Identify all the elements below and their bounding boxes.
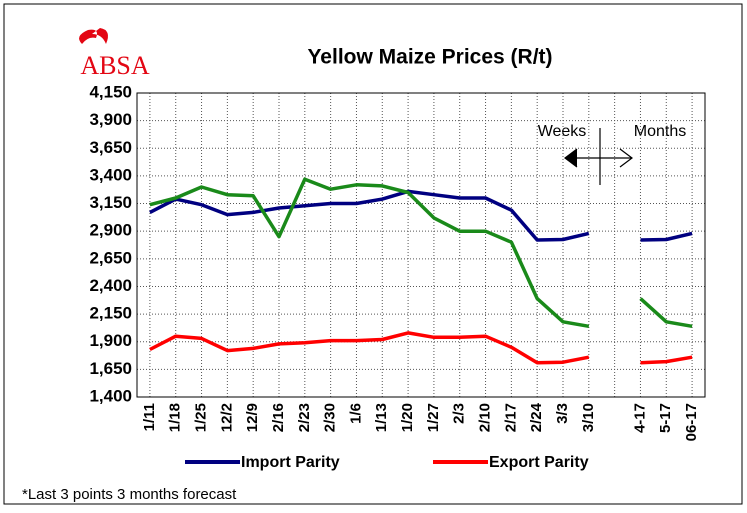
y-tick-label: 2,150: [89, 304, 132, 323]
x-tick-label: 2/10: [477, 403, 494, 432]
legend-label: Import Parity: [241, 454, 340, 471]
x-tick-label: 2/3: [451, 403, 468, 424]
y-tick-label: 2,900: [89, 221, 132, 240]
x-tick-label: 5-17: [657, 403, 674, 433]
x-tick-label: 12/9: [244, 403, 261, 432]
series-line: [149, 189, 693, 242]
y-tick-label: 1,900: [89, 331, 132, 350]
logo-mark: [79, 28, 108, 44]
y-tick-label: 1,400: [89, 386, 132, 405]
x-tick-label: 1/11: [141, 403, 158, 431]
y-tick-label: 3,150: [89, 193, 132, 212]
x-tick-label: 2/16: [270, 403, 287, 432]
x-tick-label: 3/10: [580, 403, 597, 432]
y-tick-label: 2,400: [89, 276, 132, 295]
x-tick-label: 2/24: [528, 402, 545, 432]
logo: ABSA: [80, 51, 150, 80]
y-tick-label: 3,900: [89, 110, 132, 129]
plot-border: [136, 92, 706, 398]
y-tick-label: 3,400: [89, 165, 132, 184]
x-tick-label: 12/2: [218, 403, 235, 432]
series-line: [149, 177, 693, 329]
y-tick-label: 4,150: [89, 82, 132, 101]
x-tick-label: 1/13: [373, 403, 390, 432]
frame: [3, 3, 743, 505]
x-tick-label: 1/18: [167, 403, 184, 432]
chart-title: Yellow Maize Prices (R/t): [307, 46, 552, 69]
x-tick-label: 06-17: [683, 403, 700, 441]
x-tick-label: 2/23: [296, 403, 313, 432]
y-tick-label: 1,650: [89, 359, 132, 378]
legend-label: Export Parity: [489, 454, 589, 471]
x-tick-label: 1/20: [399, 403, 416, 432]
annotation: Months: [634, 123, 686, 140]
x-tick-label: 1/27: [425, 403, 442, 432]
x-tick-label: 1/6: [347, 403, 364, 424]
y-tick-label: 3,650: [89, 138, 132, 157]
x-tick-label: 2/17: [502, 403, 519, 432]
x-tick-label: 4-17: [631, 403, 648, 433]
x-tick-label: 3/3: [554, 403, 571, 424]
annotation: Weeks: [538, 123, 587, 140]
footnote: *Last 3 points 3 months forecast: [22, 486, 237, 503]
series-line: [149, 331, 693, 365]
x-tick-label: 2/30: [322, 403, 339, 432]
x-tick-label: 1/25: [193, 403, 210, 432]
y-tick-label: 2,650: [89, 248, 132, 267]
